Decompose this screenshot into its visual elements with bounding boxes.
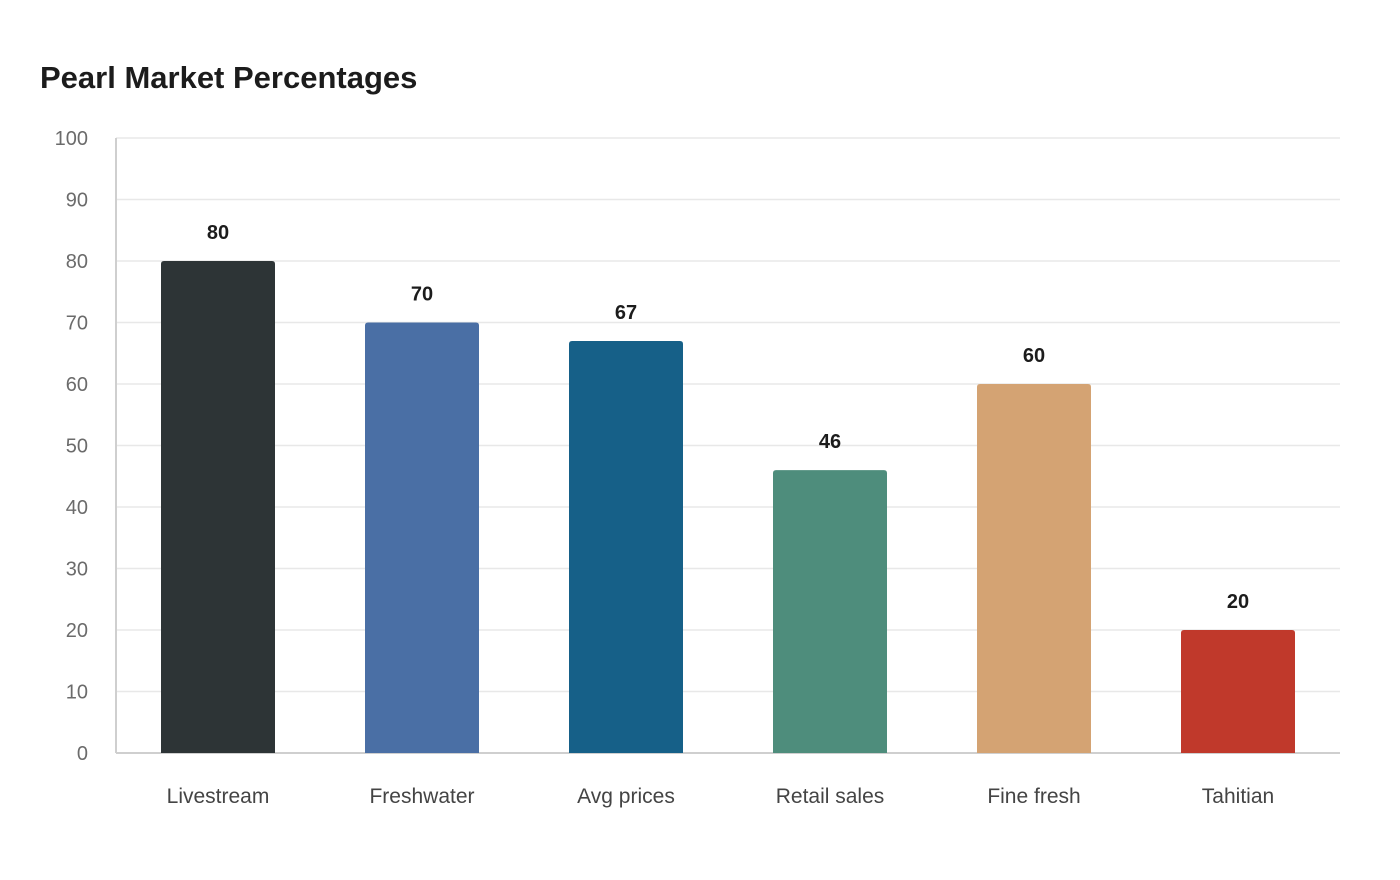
bar [1181, 630, 1295, 753]
bar [161, 261, 275, 753]
axes [115, 138, 1340, 754]
bar [365, 322, 479, 753]
y-tick-label: 80 [66, 251, 88, 273]
y-tick-label: 50 [66, 436, 88, 458]
bar [977, 384, 1091, 753]
data-label: 67 [615, 302, 637, 324]
x-tick-label: Avg prices [577, 785, 675, 808]
x-tick-label: Freshwater [369, 785, 474, 808]
y-axis-ticks: 0 10 20 30 40 50 60 70 80 90 100 [55, 128, 88, 765]
y-tick-label: 20 [66, 620, 88, 642]
y-tick-label: 70 [66, 313, 88, 335]
bar [773, 470, 887, 753]
y-tick-label: 90 [66, 190, 88, 212]
x-axis-ticks: Livestream Freshwater Avg prices Retail sal… [167, 785, 1275, 808]
y-tick-label: 0 [77, 743, 88, 765]
bars [161, 261, 1295, 753]
y-tick-label: 60 [66, 374, 88, 396]
x-tick-label: Tahitian [1202, 785, 1274, 808]
data-label: 80 [207, 222, 229, 244]
y-tick-label: 30 [66, 559, 88, 581]
y-tick-label: 10 [66, 682, 88, 704]
x-tick-label: Fine fresh [987, 785, 1080, 808]
data-label: 70 [411, 284, 433, 306]
chart-title: Pearl Market Percentages [40, 60, 418, 95]
x-tick-label: Livestream [167, 785, 270, 808]
y-tick-label: 40 [66, 497, 88, 519]
data-label: 60 [1023, 345, 1045, 367]
x-tick-label: Retail sales [776, 785, 885, 808]
gridlines [116, 137, 1340, 693]
data-label: 46 [819, 431, 841, 453]
bar [569, 340, 683, 753]
data-labels: 80 70 67 46 60 20 [207, 222, 1249, 613]
y-tick-label: 100 [55, 128, 88, 150]
data-label: 20 [1227, 591, 1249, 613]
